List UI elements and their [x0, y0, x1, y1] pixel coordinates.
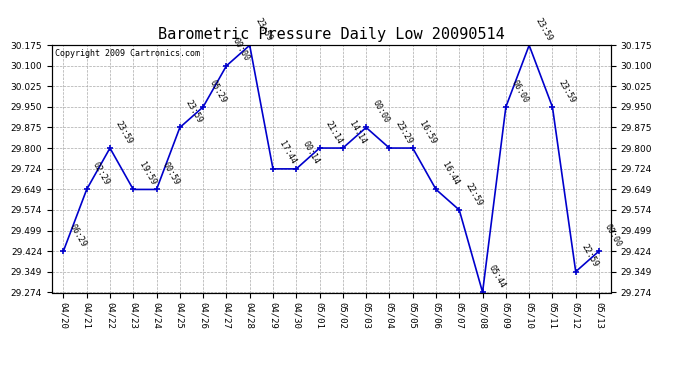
Text: 23:59: 23:59	[533, 16, 553, 42]
Text: 00:00: 00:00	[230, 37, 251, 63]
Text: 00:00: 00:00	[603, 222, 624, 248]
Text: 00:14: 00:14	[300, 140, 321, 166]
Text: 00:59: 00:59	[161, 160, 181, 187]
Text: 23:59: 23:59	[254, 16, 274, 42]
Text: 06:00: 06:00	[510, 78, 531, 104]
Text: 17:44: 17:44	[277, 140, 297, 166]
Text: Copyright 2009 Cartronics.com: Copyright 2009 Cartronics.com	[55, 49, 199, 58]
Text: 23:29: 23:29	[393, 119, 414, 145]
Text: 05:44: 05:44	[486, 263, 507, 290]
Text: 21:14: 21:14	[324, 119, 344, 145]
Text: 14:14: 14:14	[347, 119, 367, 145]
Text: 22:59: 22:59	[580, 243, 600, 269]
Text: 16:59: 16:59	[417, 119, 437, 145]
Text: 06:29: 06:29	[68, 222, 88, 248]
Text: 16:44: 16:44	[440, 160, 460, 187]
Text: 02:29: 02:29	[91, 160, 111, 187]
Text: 22:59: 22:59	[464, 181, 484, 207]
Text: 19:59: 19:59	[137, 160, 158, 187]
Title: Barometric Pressure Daily Low 20090514: Barometric Pressure Daily Low 20090514	[158, 27, 504, 42]
Text: 23:59: 23:59	[557, 78, 577, 104]
Text: 00:00: 00:00	[371, 99, 391, 125]
Text: 05:29: 05:29	[207, 78, 228, 104]
Text: 23:59: 23:59	[184, 99, 204, 125]
Text: 23:59: 23:59	[114, 119, 135, 145]
